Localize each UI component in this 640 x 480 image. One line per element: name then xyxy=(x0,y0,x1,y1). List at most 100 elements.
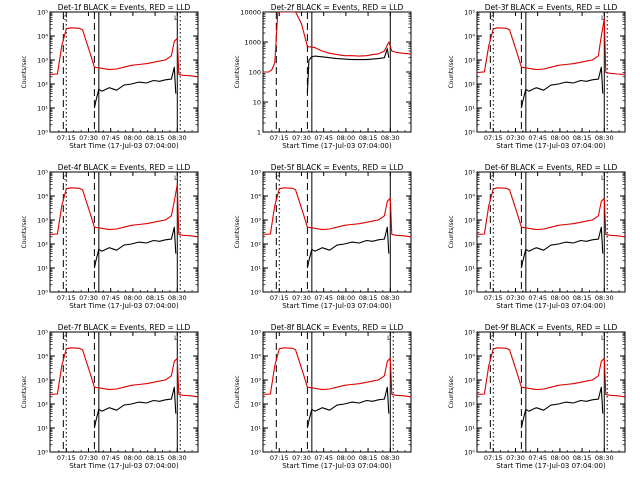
y-tick-label: 10³ xyxy=(250,377,261,385)
y-tick-label: 10⁵ xyxy=(250,329,261,337)
y-tick-label: 10³ xyxy=(37,377,48,385)
channel-label: L xyxy=(174,335,178,342)
series-line-lld xyxy=(263,347,411,398)
x-tick-label: 08:15 xyxy=(146,454,165,462)
panel-title: Det-6f BLACK = Events, RED = LLD xyxy=(485,163,618,172)
series-line-events xyxy=(520,66,604,109)
channel-label: L xyxy=(601,175,605,182)
panel-title: Det-4f BLACK = Events, RED = LLD xyxy=(58,163,191,172)
x-tick-label: 07:30 xyxy=(79,294,98,302)
x-tick-label: 08:15 xyxy=(573,134,592,142)
series-line-lld xyxy=(477,18,625,75)
x-tick-label: 08:00 xyxy=(124,134,143,142)
series-line-events xyxy=(93,66,177,109)
x-tick-label: 08:15 xyxy=(573,454,592,462)
y-tick-label: 10⁴ xyxy=(464,33,475,41)
x-axis-label: Start Time (17-Jul-03 07:04:00) xyxy=(282,302,392,310)
y-tick-label: 10³ xyxy=(464,377,475,385)
y-axis-label: Counts/sec xyxy=(448,55,455,88)
series-line-lld xyxy=(477,347,625,398)
y-tick-label: 10⁵ xyxy=(464,9,475,17)
plot-frame xyxy=(476,331,626,453)
y-tick-label: 100 xyxy=(249,69,261,77)
plot-frame xyxy=(262,11,412,133)
y-tick-label: 10¹ xyxy=(464,105,475,113)
channel-label: C xyxy=(63,335,67,342)
y-tick-label: 10¹ xyxy=(250,265,261,273)
channel-label: C xyxy=(63,175,67,182)
y-axis-label: Counts/sec xyxy=(21,215,28,248)
channel-label: C xyxy=(490,15,494,22)
x-tick-label: 08:15 xyxy=(359,454,378,462)
x-tick-label: 08:00 xyxy=(124,454,143,462)
x-tick-label: 07:30 xyxy=(292,454,311,462)
series-line-lld xyxy=(50,183,198,238)
plot-frame xyxy=(476,171,626,293)
x-tick-label: 08:30 xyxy=(381,294,400,302)
channel-label: C xyxy=(276,175,280,182)
y-tick-label: 10⁴ xyxy=(250,353,261,361)
x-tick-label: 08:00 xyxy=(551,134,570,142)
x-tick-label: 07:15 xyxy=(57,454,76,462)
x-tick-label: 07:30 xyxy=(292,294,311,302)
x-tick-label: 07:15 xyxy=(270,134,289,142)
y-tick-label: 10¹ xyxy=(250,425,261,433)
y-tick-label: 10² xyxy=(464,241,475,249)
panel-det-3f: Det-3f BLACK = Events, RED = LLD 10⁰ 10¹ 10… xyxy=(448,3,626,150)
x-tick-label: 08:00 xyxy=(337,294,356,302)
x-axis-label: Start Time (17-Jul-03 07:04:00) xyxy=(69,462,179,470)
panel-title: Det-1f BLACK = Events, RED = LLD xyxy=(58,3,191,12)
y-tick-label: 10⁰ xyxy=(37,449,48,457)
y-tick-label: 10⁵ xyxy=(37,329,48,337)
y-tick-label: 10¹ xyxy=(37,425,48,433)
series-line-events xyxy=(93,386,177,429)
panel-det-8f: Det-8f BLACK = Events, RED = LLD 10⁰ 10¹ 10… xyxy=(234,323,412,470)
x-axis-label: Start Time (17-Jul-03 07:04:00) xyxy=(496,142,606,150)
x-tick-label: 08:30 xyxy=(168,134,187,142)
x-axis-label: Start Time (17-Jul-03 07:04:00) xyxy=(496,462,606,470)
y-tick-label: 10² xyxy=(464,401,475,409)
y-tick-label: 1 xyxy=(257,129,261,137)
y-tick-label: 10¹ xyxy=(464,425,475,433)
series-line-events xyxy=(520,226,604,269)
x-tick-label: 08:30 xyxy=(595,454,614,462)
panel-det-5f: Det-5f BLACK = Events, RED = LLD 10⁰ 10¹ 10… xyxy=(234,163,412,310)
y-axis-label: Counts/sec xyxy=(234,215,241,248)
x-tick-label: 07:45 xyxy=(101,294,120,302)
x-tick-label: 07:30 xyxy=(79,134,98,142)
x-tick-label: 07:15 xyxy=(484,294,503,302)
y-axis-label: Counts/sec xyxy=(21,55,28,88)
y-tick-label: 10² xyxy=(37,401,48,409)
x-tick-label: 07:15 xyxy=(270,294,289,302)
x-tick-label: 08:00 xyxy=(337,454,356,462)
y-tick-label: 10⁴ xyxy=(37,33,48,41)
y-tick-label: 10⁰ xyxy=(37,289,48,297)
x-tick-label: 08:00 xyxy=(551,454,570,462)
plot-frame xyxy=(49,11,199,133)
x-tick-label: 08:30 xyxy=(381,134,400,142)
x-tick-label: 08:00 xyxy=(124,294,143,302)
y-tick-label: 10¹ xyxy=(464,265,475,273)
x-tick-label: 08:15 xyxy=(359,294,378,302)
y-tick-label: 10² xyxy=(464,81,475,89)
x-axis-label: Start Time (17-Jul-03 07:04:00) xyxy=(69,142,179,150)
x-axis-label: Start Time (17-Jul-03 07:04:00) xyxy=(282,462,392,470)
x-tick-label: 07:30 xyxy=(506,294,525,302)
panel-title: Det-5f BLACK = Events, RED = LLD xyxy=(271,163,404,172)
series-line-lld xyxy=(263,12,411,73)
channel-label: L xyxy=(387,335,391,342)
y-tick-label: 10¹ xyxy=(37,105,48,113)
x-tick-label: 07:45 xyxy=(528,134,547,142)
y-tick-label: 10² xyxy=(250,401,261,409)
y-tick-label: 10⁴ xyxy=(37,353,48,361)
y-tick-label: 10⁵ xyxy=(37,9,48,17)
x-tick-label: 07:30 xyxy=(506,454,525,462)
y-tick-label: 10 xyxy=(253,99,261,107)
panel-det-9f: Det-9f BLACK = Events, RED = LLD 10⁰ 10¹ 10… xyxy=(448,323,626,470)
panel-title: Det-9f BLACK = Events, RED = LLD xyxy=(485,323,618,332)
x-tick-label: 08:00 xyxy=(551,294,570,302)
channel-label: C xyxy=(490,335,494,342)
x-tick-label: 07:45 xyxy=(314,134,333,142)
x-tick-label: 08:15 xyxy=(573,294,592,302)
